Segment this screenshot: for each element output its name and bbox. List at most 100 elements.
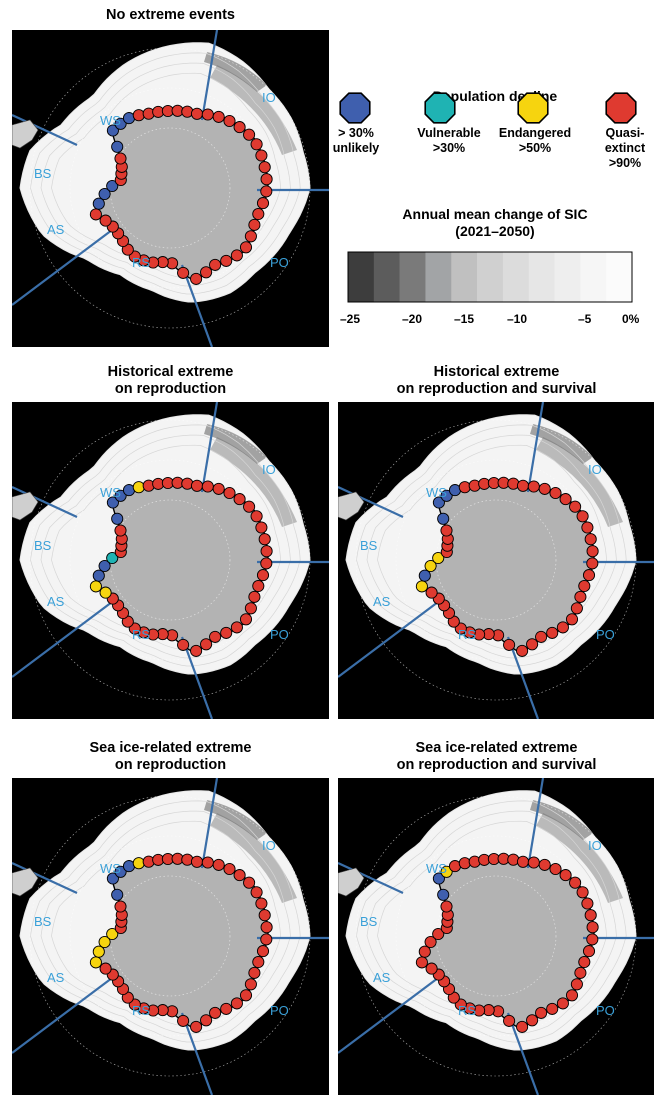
colony-marker-red: [252, 579, 265, 593]
sic-decline-band: [204, 800, 267, 840]
sector-boundary-line: [12, 114, 78, 146]
colony-marker-yellow: [440, 865, 453, 878]
colorbar-tick-label: –5: [578, 312, 592, 326]
legend-markers: [339, 92, 637, 124]
colony-marker-red: [181, 853, 194, 866]
region-label-as: AS: [47, 970, 65, 985]
colony-marker-red: [260, 185, 273, 198]
colony-marker-red: [190, 479, 204, 492]
colony-marker-red: [574, 966, 587, 979]
legend-label-endangered: Endangered >50%: [498, 126, 572, 155]
sector-boundary-line: [180, 636, 214, 719]
colony-marker-red: [233, 121, 246, 134]
colony-marker-blue: [98, 559, 111, 573]
colony-marker-red: [582, 569, 596, 582]
colony-marker-yellow: [98, 935, 111, 949]
sector-boundary-line: [338, 862, 404, 894]
colony-marker-red: [425, 962, 438, 975]
colony-marker-red: [99, 962, 112, 975]
sic-contour: [356, 424, 627, 667]
colorbar-bin: [477, 252, 504, 302]
colony-marker-red: [181, 477, 194, 490]
colony-marker-red: [252, 207, 265, 221]
colony-marker-red: [132, 109, 145, 122]
colony-marker-red: [535, 630, 548, 643]
panel-title-historical-reproduction-survival: Historical extreme on reproduction and s…: [396, 364, 597, 397]
colony-marker-red: [223, 862, 236, 876]
sector-boundary-line: [200, 402, 219, 493]
region-label-po: PO: [270, 255, 289, 270]
colorbar-bin: [528, 252, 555, 302]
sic-decline-band: [530, 800, 593, 840]
legend-marker-vulnerable: [424, 92, 456, 124]
sector-boundary-line: [12, 486, 78, 518]
colony-marker-red: [244, 602, 257, 615]
antarctic-map-seaice-reproduction: WS IO BS AS RS PO: [12, 778, 329, 1095]
colony-marker-red: [256, 945, 270, 958]
colony-marker-red: [258, 533, 271, 546]
colony-marker-blue: [92, 197, 105, 210]
colony-marker-blue: [432, 496, 445, 509]
colony-marker-red: [584, 533, 597, 546]
colony-marker-red: [569, 500, 582, 513]
sic-decline-band: [210, 437, 297, 527]
colony-marker-red: [527, 480, 540, 493]
sic-decline-band: [204, 52, 267, 92]
colony-marker-red: [526, 638, 539, 651]
sector-boundary-line: [12, 229, 113, 306]
colony-marker-red: [549, 486, 562, 500]
region-label-ws: WS: [100, 113, 121, 128]
antarctic-map-historical-reproduction: WS IO BS AS RS PO: [12, 402, 329, 719]
colony-marker-red: [190, 1020, 203, 1033]
colony-marker-yellow: [432, 551, 445, 565]
colony-marker-red: [200, 266, 213, 279]
colony-marker-red: [190, 107, 204, 120]
colony-marker-red: [200, 638, 213, 651]
colony-marker-blue: [114, 865, 127, 878]
colony-marker-red: [201, 480, 214, 493]
sic-decline-band: [210, 65, 297, 155]
region-label-as: AS: [373, 594, 391, 609]
colony-marker-red: [190, 855, 204, 868]
colony-marker-red: [250, 138, 263, 151]
region-label-rs: RS: [458, 627, 476, 642]
colony-marker-yellow: [89, 580, 102, 593]
region-label-po: PO: [270, 1003, 289, 1018]
colony-marker-red: [582, 945, 596, 958]
colony-marker-red: [559, 869, 572, 882]
colony-marker-blue: [106, 124, 119, 137]
region-label-rs: RS: [132, 627, 150, 642]
latitude-circle: [29, 795, 311, 1077]
colony-marker-red: [260, 557, 273, 570]
colony-marker-red: [565, 613, 579, 626]
colony-marker-blue: [440, 489, 453, 502]
antarctic-map-historical-reproduction-survival: WS IO BS AS RS PO: [338, 402, 654, 719]
region-label-io: IO: [262, 838, 276, 853]
colony-marker-yellow: [415, 580, 428, 593]
colorbar: [347, 251, 633, 303]
sic-decline-band: [210, 813, 297, 903]
colorbar-bin: [425, 252, 452, 302]
colony-marker-red: [256, 569, 270, 582]
latitude-circle: [355, 419, 637, 701]
colony-marker-red: [220, 626, 233, 639]
colorbar-tick-label: –20: [402, 312, 423, 326]
colony-marker-red: [516, 1020, 529, 1033]
colony-marker-red: [250, 886, 263, 899]
panel-title-seaice-reproduction-survival: Sea ice-related extreme on reproduction …: [396, 740, 597, 773]
colony-marker-red: [243, 128, 256, 141]
colony-marker-red: [248, 590, 261, 603]
region-label-io: IO: [588, 462, 602, 477]
sic-contour: [51, 444, 281, 651]
sic-contour: [366, 810, 617, 1035]
colony-marker-yellow: [132, 481, 145, 494]
legend-marker-endangered: [517, 92, 549, 124]
colony-marker-red: [576, 886, 589, 899]
colorbar-tick-label: 0%: [622, 312, 640, 326]
south-america-land: [338, 867, 365, 897]
colorbar-frame: [347, 251, 633, 303]
region-label-bs: BS: [34, 538, 52, 553]
colony-marker-red: [432, 927, 445, 941]
colony-marker-red: [243, 876, 256, 889]
colony-marker-red: [581, 521, 594, 534]
